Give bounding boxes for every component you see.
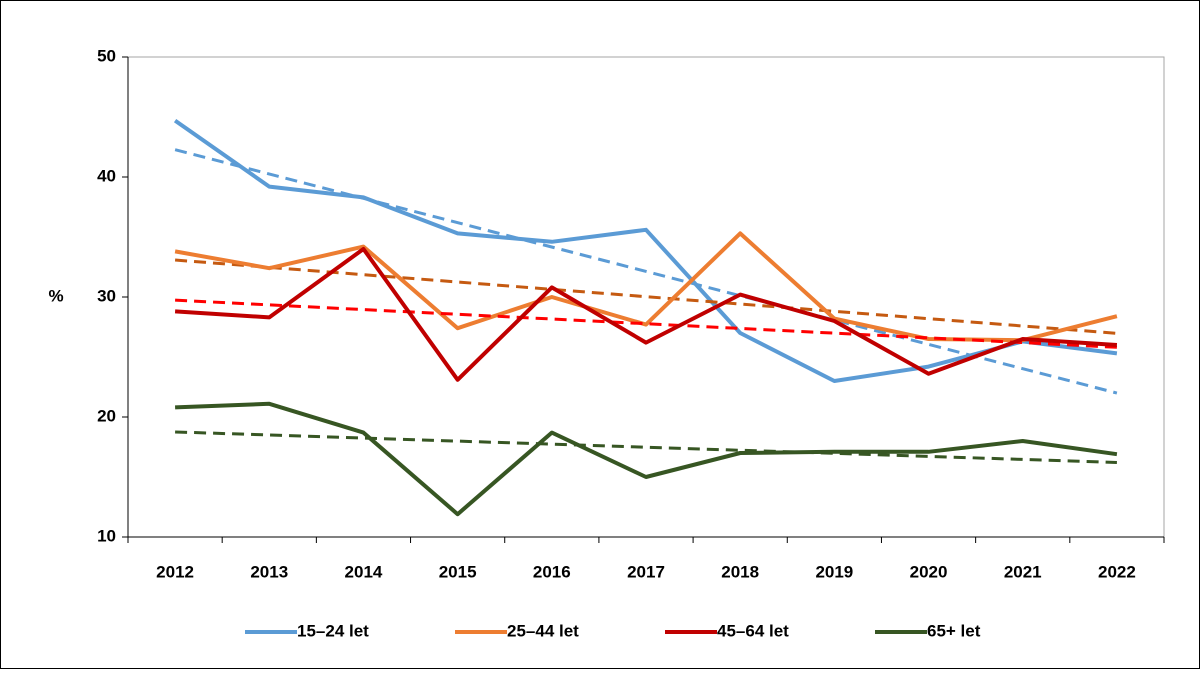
series-line [173, 118, 1118, 383]
y-tick-label: 20 [97, 406, 116, 425]
x-tick-label: 2020 [910, 562, 948, 581]
x-tick-label: 2014 [345, 562, 383, 581]
legend-label: 45–64 let [717, 621, 789, 640]
y-tick-label: 40 [97, 166, 116, 185]
series-line [175, 401, 1118, 517]
y-tick-label: 30 [97, 286, 116, 305]
trend-line [175, 430, 1117, 464]
x-tick-label: 2022 [1098, 562, 1136, 581]
trend-line [175, 298, 1117, 349]
legend-label: 25–44 let [507, 621, 579, 640]
x-tick-label: 2019 [815, 562, 853, 581]
x-tick-label: 2021 [1004, 562, 1042, 581]
y-tick-label: 10 [97, 526, 116, 545]
x-tick-label: 2016 [533, 562, 571, 581]
x-tick-label: 2017 [627, 562, 665, 581]
y-axis-label: % [48, 286, 63, 305]
legend-label: 15–24 let [297, 621, 369, 640]
x-tick-label: 2018 [721, 562, 759, 581]
x-tick-label: 2013 [250, 562, 288, 581]
legend-label: 65+ let [927, 621, 981, 640]
x-tick-label: 2015 [439, 562, 477, 581]
x-tick-label: 2012 [156, 562, 194, 581]
trend-line [174, 148, 1118, 395]
series-line [174, 247, 1118, 382]
y-tick-label: 50 [97, 46, 116, 65]
